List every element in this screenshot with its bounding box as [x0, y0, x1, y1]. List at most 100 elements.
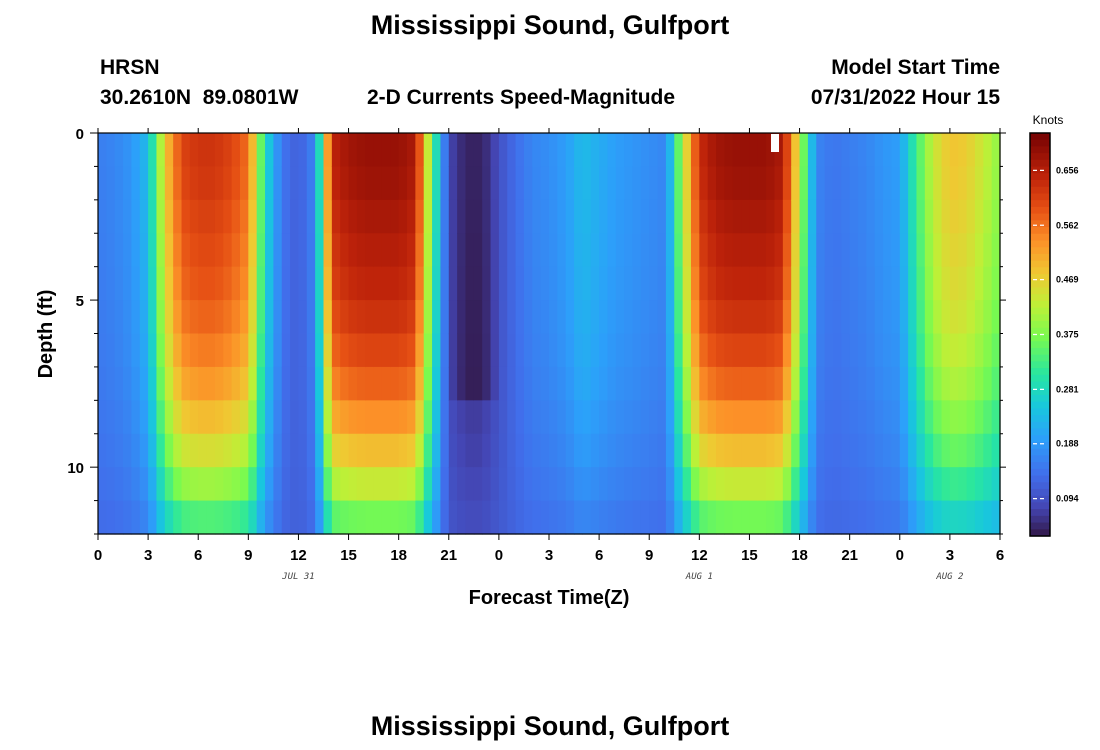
heatmap-cell: [206, 166, 216, 201]
heatmap-cell: [473, 166, 483, 201]
heatmap-cell: [340, 233, 350, 268]
heatmap-cell: [858, 366, 867, 401]
heatmap-cell: [841, 266, 851, 301]
heatmap-cell: [173, 266, 183, 301]
heatmap-cell: [824, 199, 834, 234]
heatmap-cell: [114, 433, 124, 468]
heatmap-cell: [974, 433, 984, 468]
heatmap-cell: [273, 366, 283, 401]
heatmap-cell: [490, 233, 500, 268]
heatmap-cell: [189, 333, 199, 368]
colorbar-segment: [1030, 280, 1050, 289]
heatmap-cell: [390, 433, 400, 468]
heatmap-cell: [223, 199, 233, 234]
heatmap-cell: [707, 233, 717, 268]
heatmap-cell: [899, 166, 909, 201]
heatmap-cell: [498, 366, 508, 401]
heatmap-cell: [306, 333, 316, 368]
heatmap-cell: [348, 366, 358, 401]
heatmap-cell: [574, 266, 584, 301]
heatmap-cell: [131, 467, 141, 502]
heatmap-cell: [214, 333, 224, 368]
heatmap-cell: [515, 467, 525, 502]
heatmap-cell: [315, 366, 325, 401]
heatmap-cell: [849, 300, 859, 335]
heatmap-cell: [966, 233, 976, 268]
heatmap-cell: [490, 467, 500, 502]
heatmap-cell: [181, 300, 191, 335]
heatmap-cell: [841, 300, 851, 335]
heatmap-cell: [682, 166, 692, 201]
heatmap-cell: [941, 467, 951, 502]
heatmap-cell: [440, 199, 450, 234]
heatmap-cell: [649, 233, 659, 268]
heatmap-cell: [899, 199, 909, 234]
heatmap-cell: [883, 366, 893, 401]
heatmap-cell: [473, 133, 483, 168]
heatmap-cell: [649, 166, 659, 201]
heatmap-cell: [983, 333, 993, 368]
x-tick-label: 9: [645, 547, 653, 564]
heatmap-cell: [657, 366, 667, 401]
heatmap-cell: [949, 500, 959, 535]
heatmap-cell: [340, 467, 350, 502]
heatmap-cell: [523, 333, 533, 368]
heatmap-cell: [624, 366, 634, 401]
heatmap-cell: [899, 500, 909, 535]
heatmap-cell: [966, 300, 976, 335]
heatmap-cell: [482, 166, 492, 201]
heatmap-cell: [807, 166, 817, 201]
heatmap-cell: [958, 500, 968, 535]
heatmap-cell: [724, 500, 734, 535]
colorbar-segment: [1030, 455, 1050, 463]
heatmap-cell: [766, 199, 776, 234]
heatmap-cell: [741, 400, 751, 435]
heatmap-cell: [273, 400, 283, 435]
heatmap-cell: [849, 233, 859, 268]
heatmap-cell: [841, 333, 851, 368]
heatmap-cell: [515, 199, 525, 234]
x-tick-label: 6: [194, 547, 202, 564]
heatmap-cell: [290, 166, 300, 201]
heatmap-cell: [891, 366, 901, 401]
heatmap-cell: [198, 333, 208, 368]
heatmap-cell: [665, 266, 675, 301]
heatmap-cell: [532, 233, 542, 268]
heatmap-cell: [248, 233, 258, 268]
heatmap-cell: [373, 366, 383, 401]
heatmap-cell: [398, 266, 408, 301]
heatmap-cell: [290, 266, 300, 301]
heatmap-cell: [198, 266, 208, 301]
colorbar-segment: [1030, 173, 1050, 181]
heatmap-cell: [632, 400, 642, 435]
heatmap-cell: [615, 366, 625, 401]
heatmap-cell: [599, 433, 609, 468]
x-tick-label: 18: [791, 547, 808, 564]
heatmap-cell: [949, 133, 959, 168]
heatmap-cell: [239, 266, 249, 301]
heatmap-cell: [440, 366, 450, 401]
heatmap-cell: [858, 433, 867, 468]
heatmap-cell: [239, 233, 249, 268]
heatmap-cell: [239, 133, 249, 168]
heatmap-cell: [390, 400, 400, 435]
heatmap-cell: [757, 500, 767, 535]
heatmap-cell: [599, 500, 609, 535]
heatmap-cell: [682, 467, 692, 502]
heatmap-cell: [306, 467, 316, 502]
heatmap-cell: [315, 233, 325, 268]
heatmap-cell: [507, 500, 517, 535]
heatmap-cell: [599, 166, 609, 201]
colorbar-segment: [1030, 327, 1050, 336]
heatmap-cell: [908, 233, 918, 268]
heatmap-cell: [891, 300, 901, 335]
heatmap-cell: [415, 333, 425, 368]
heatmap-cell: [724, 133, 734, 168]
heatmap-cell: [557, 300, 567, 335]
heatmap-cell: [599, 133, 609, 168]
heatmap-cell: [381, 400, 391, 435]
heatmap-cell: [607, 400, 617, 435]
heatmap-cell: [891, 166, 901, 201]
heatmap-cell: [841, 366, 851, 401]
heatmap-cell: [866, 133, 876, 168]
